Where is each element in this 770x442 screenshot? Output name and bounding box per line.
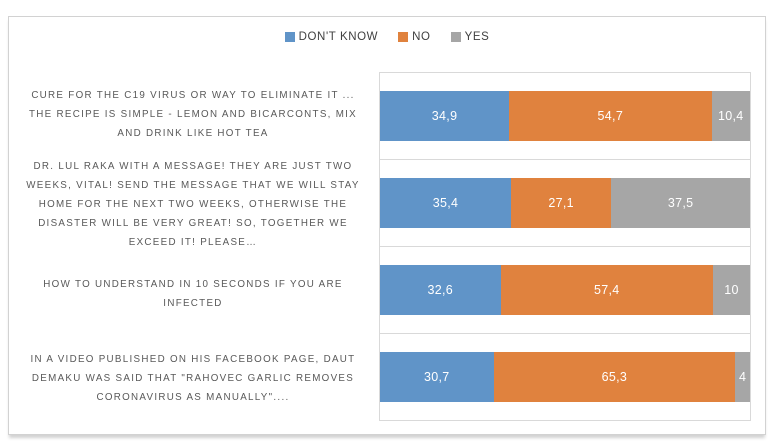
category-label: CURE FOR THE C19 VIRUS OR WAY TO ELIMINA… (28, 89, 358, 139)
bar-value-label: 35,4 (432, 196, 459, 210)
legend-swatch-icon (284, 32, 295, 42)
bar-segment: 35,4 (380, 178, 511, 228)
plot-area: 34,9 54,7 10,4 35,4 27,1 37,5 32,6 57,4 10 30,7 65… (379, 72, 751, 421)
bar-value-label: 54,7 (597, 109, 624, 123)
bar-value-label: 10,4 (717, 109, 744, 123)
bar-value-label: 10 (724, 283, 739, 297)
bar-value-label: 4 (738, 370, 747, 384)
legend-label: DON'T KNOW (298, 31, 379, 43)
legend-label: YES (464, 31, 490, 43)
legend-item-1: NO (398, 31, 430, 43)
category-label-row: DR. LUL RAKA WITH A MESSAGE! THEY ARE JU… (13, 157, 373, 252)
category-label-row: HOW TO UNDERSTAND IN 10 SECONDS IF YOU A… (13, 252, 373, 337)
bar-row: 34,9 54,7 10,4 (380, 73, 750, 160)
chart-legend: DON'T KNOW NO YES (9, 31, 765, 43)
category-label: IN A VIDEO PUBLISHED ON HIS FACEBOOK PAG… (30, 354, 356, 404)
bar-value-label: 57,4 (594, 283, 620, 297)
bar-value-label: 34,9 (431, 109, 458, 123)
bar-value-label: 65,3 (601, 370, 628, 384)
category-label-row: IN A VIDEO PUBLISHED ON HIS FACEBOOK PAG… (13, 336, 373, 421)
category-label: HOW TO UNDERSTAND IN 10 SECONDS IF YOU A… (43, 279, 343, 309)
legend-label: NO (412, 31, 431, 43)
bar-segment: 32,6 (380, 265, 501, 315)
bar-segment: 10 (712, 265, 750, 315)
category-label-row: CURE FOR THE C19 VIRUS OR WAY TO ELIMINA… (13, 72, 373, 157)
bar-row: 35,4 27,1 37,5 (380, 160, 750, 247)
bar-segment: 37,5 (611, 178, 750, 228)
bar-row: 32,6 57,4 10 (380, 247, 750, 334)
bar-value-label: 37,5 (667, 196, 694, 210)
legend-item-0: DON'T KNOW (284, 31, 379, 43)
chart-frame: DON'T KNOW NO YES CURE FOR THE C19 VIRUS O… (8, 16, 766, 435)
stacked-bar: 30,7 65,3 4 (380, 352, 750, 402)
bar-segment: 65,3 (493, 352, 736, 402)
bar-value-label: 32,6 (427, 283, 454, 297)
bar-segment: 34,9 (380, 91, 510, 141)
bar-value-label: 30,7 (424, 370, 450, 384)
bar-row: 30,7 65,3 4 (380, 334, 750, 420)
legend-swatch-icon (398, 32, 409, 42)
bar-value-label: 27,1 (548, 196, 574, 210)
legend-item-2: YES (450, 31, 490, 43)
legend-swatch-icon (450, 32, 461, 42)
stacked-bar: 32,6 57,4 10 (380, 265, 750, 315)
bar-segment: 27,1 (510, 178, 612, 228)
bar-segment: 54,7 (509, 91, 712, 141)
bar-segment: 10,4 (711, 91, 750, 141)
stacked-bar: 35,4 27,1 37,5 (380, 178, 750, 228)
category-label: DR. LUL RAKA WITH A MESSAGE! THEY ARE JU… (26, 160, 360, 248)
stacked-bar: 34,9 54,7 10,4 (380, 91, 750, 141)
bar-segment: 4 (735, 352, 750, 402)
category-axis-labels: CURE FOR THE C19 VIRUS OR WAY TO ELIMINA… (13, 72, 373, 421)
bar-segment: 57,4 (500, 265, 713, 315)
bar-segment: 30,7 (380, 352, 494, 402)
